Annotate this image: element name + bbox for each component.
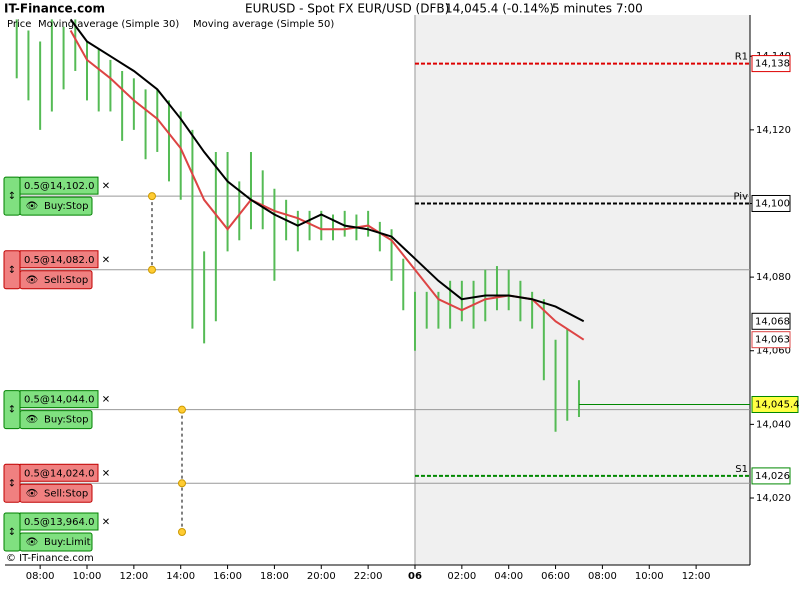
order-close[interactable]: ✕: [102, 517, 110, 528]
order-close[interactable]: ✕: [102, 395, 110, 406]
moving-average-line: [69, 30, 585, 341]
order-action: Buy:Stop: [44, 201, 89, 212]
interval: 5 minutes 7:00: [552, 2, 643, 16]
order-label-box: [19, 250, 99, 269]
y-tick-label: 14,020: [756, 493, 791, 504]
order-drag-handle: [3, 512, 21, 552]
x-tick-label: 08:00: [588, 571, 617, 582]
order-label-box: [19, 512, 99, 531]
pivot-name: R1: [735, 52, 748, 63]
marker-label: 14,045.4: [755, 399, 800, 410]
order-action: Sell:Stop: [44, 488, 88, 499]
order-drag-handle: [3, 250, 21, 290]
order-eye-icon: 👁: [26, 537, 39, 548]
order-close[interactable]: ✕: [102, 181, 110, 192]
pivot-label: 14,026: [755, 471, 790, 482]
order-label: 0.5@14,044.0: [24, 395, 94, 406]
order-handle: [148, 192, 156, 201]
order-action-box: [19, 410, 93, 430]
y-tick-label: 14,060: [756, 346, 791, 357]
order-eye-icon: 👁: [26, 275, 39, 286]
x-tick-label: 14:00: [166, 571, 195, 582]
order-widget[interactable]: ↕ 0.5@14,102.0 Buy:Stop 👁: [3, 176, 99, 216]
order-label-box: [19, 463, 99, 482]
marker-box: [751, 312, 791, 330]
order-close[interactable]: ✕: [102, 255, 110, 266]
x-tick-label: 02:00: [447, 571, 476, 582]
order-label: 0.5@13,964.0: [24, 517, 94, 528]
x-tick-label: 04:00: [494, 571, 523, 582]
marker-label: 14,063: [755, 335, 790, 346]
x-tick-label: 10:00: [635, 571, 664, 582]
x-tick-label: 06:00: [541, 571, 570, 582]
order-drag-handle: [3, 463, 21, 503]
order-drag-icon: ↕: [8, 405, 16, 416]
legend-entry: Moving average (Simple 50): [193, 19, 334, 30]
order-widget[interactable]: ↕ 0.5@13,964.0 Buy:Limit 👁: [3, 512, 99, 552]
order-handle: [148, 265, 156, 274]
order-widget[interactable]: ↕ 0.5@14,044.0 Buy:Stop 👁: [3, 390, 99, 430]
y-tick-label: 14,040: [756, 419, 791, 430]
order-action-box: [19, 270, 93, 290]
pivot-name: S1: [735, 464, 748, 475]
x-tick-label: 12:00: [682, 571, 711, 582]
order-drag-icon: ↕: [8, 191, 16, 202]
order-eye-icon: 👁: [26, 415, 39, 426]
copyright: © IT-Finance.com: [6, 553, 94, 564]
x-tick-label: 08:00: [26, 571, 55, 582]
x-tick-label: 20:00: [307, 571, 336, 582]
order-action: Sell:Stop: [44, 275, 88, 286]
legend-entry: Price: [7, 19, 31, 30]
y-tick-label: 14,120: [756, 125, 791, 136]
marker-box: [751, 331, 791, 349]
x-tick-label: 18:00: [260, 571, 289, 582]
x-tick-label: 22:00: [354, 571, 383, 582]
order-label-box: [19, 176, 99, 195]
order-drag-icon: ↕: [8, 265, 16, 276]
order-drag-handle: [3, 390, 21, 430]
order-drag-icon: ↕: [8, 478, 16, 489]
pivot-label-box: [751, 55, 791, 73]
order-close[interactable]: ✕: [102, 468, 110, 479]
order-widget[interactable]: ↕ 0.5@14,024.0 Sell:Stop 👁: [3, 463, 99, 503]
quote: 14,045.4 (-0.14%): [445, 2, 554, 16]
y-tick-label: 14,080: [756, 272, 791, 283]
order-label: 0.5@14,024.0: [24, 468, 94, 479]
legend-entry: Moving average (Simple 30): [38, 19, 179, 30]
order-label: 0.5@14,082.0: [24, 255, 94, 266]
order-label: 0.5@14,102.0: [24, 181, 94, 192]
order-eye-icon: 👁: [26, 488, 39, 499]
chart-title: EURUSD - Spot FX EUR/USD (DFB): [245, 2, 449, 16]
order-handle: [178, 405, 186, 414]
order-action-box: [19, 196, 93, 216]
site-name: IT-Finance.com: [4, 2, 105, 16]
x-tick-label: 06: [408, 571, 422, 582]
pivot-label-box: [751, 194, 791, 212]
x-tick-label: 10:00: [73, 571, 102, 582]
order-action: Buy:Stop: [44, 415, 89, 426]
x-tick-label: 16:00: [213, 571, 242, 582]
order-drag-icon: ↕: [8, 527, 16, 538]
pivot-label-box: [751, 467, 791, 485]
order-action-box: [19, 532, 93, 552]
order-action: Buy:Limit: [44, 537, 91, 548]
order-action-box: [19, 483, 93, 503]
session-shade: [414, 15, 750, 565]
order-handle: [178, 479, 186, 488]
order-widget[interactable]: ↕ 0.5@14,082.0 Sell:Stop 👁: [3, 250, 99, 290]
marker-box: [751, 395, 799, 413]
pivot-label: 14,100: [755, 198, 790, 209]
order-eye-icon: 👁: [26, 201, 39, 212]
order-drag-handle: [3, 176, 21, 216]
x-tick-label: 12:00: [119, 571, 148, 582]
marker-label: 14,068: [755, 316, 790, 327]
pivot-label: 14,138: [755, 59, 790, 70]
pivot-name: Piv: [733, 191, 748, 202]
order-handle: [178, 528, 186, 536]
moving-average-line: [69, 18, 585, 323]
order-label-box: [19, 390, 99, 409]
